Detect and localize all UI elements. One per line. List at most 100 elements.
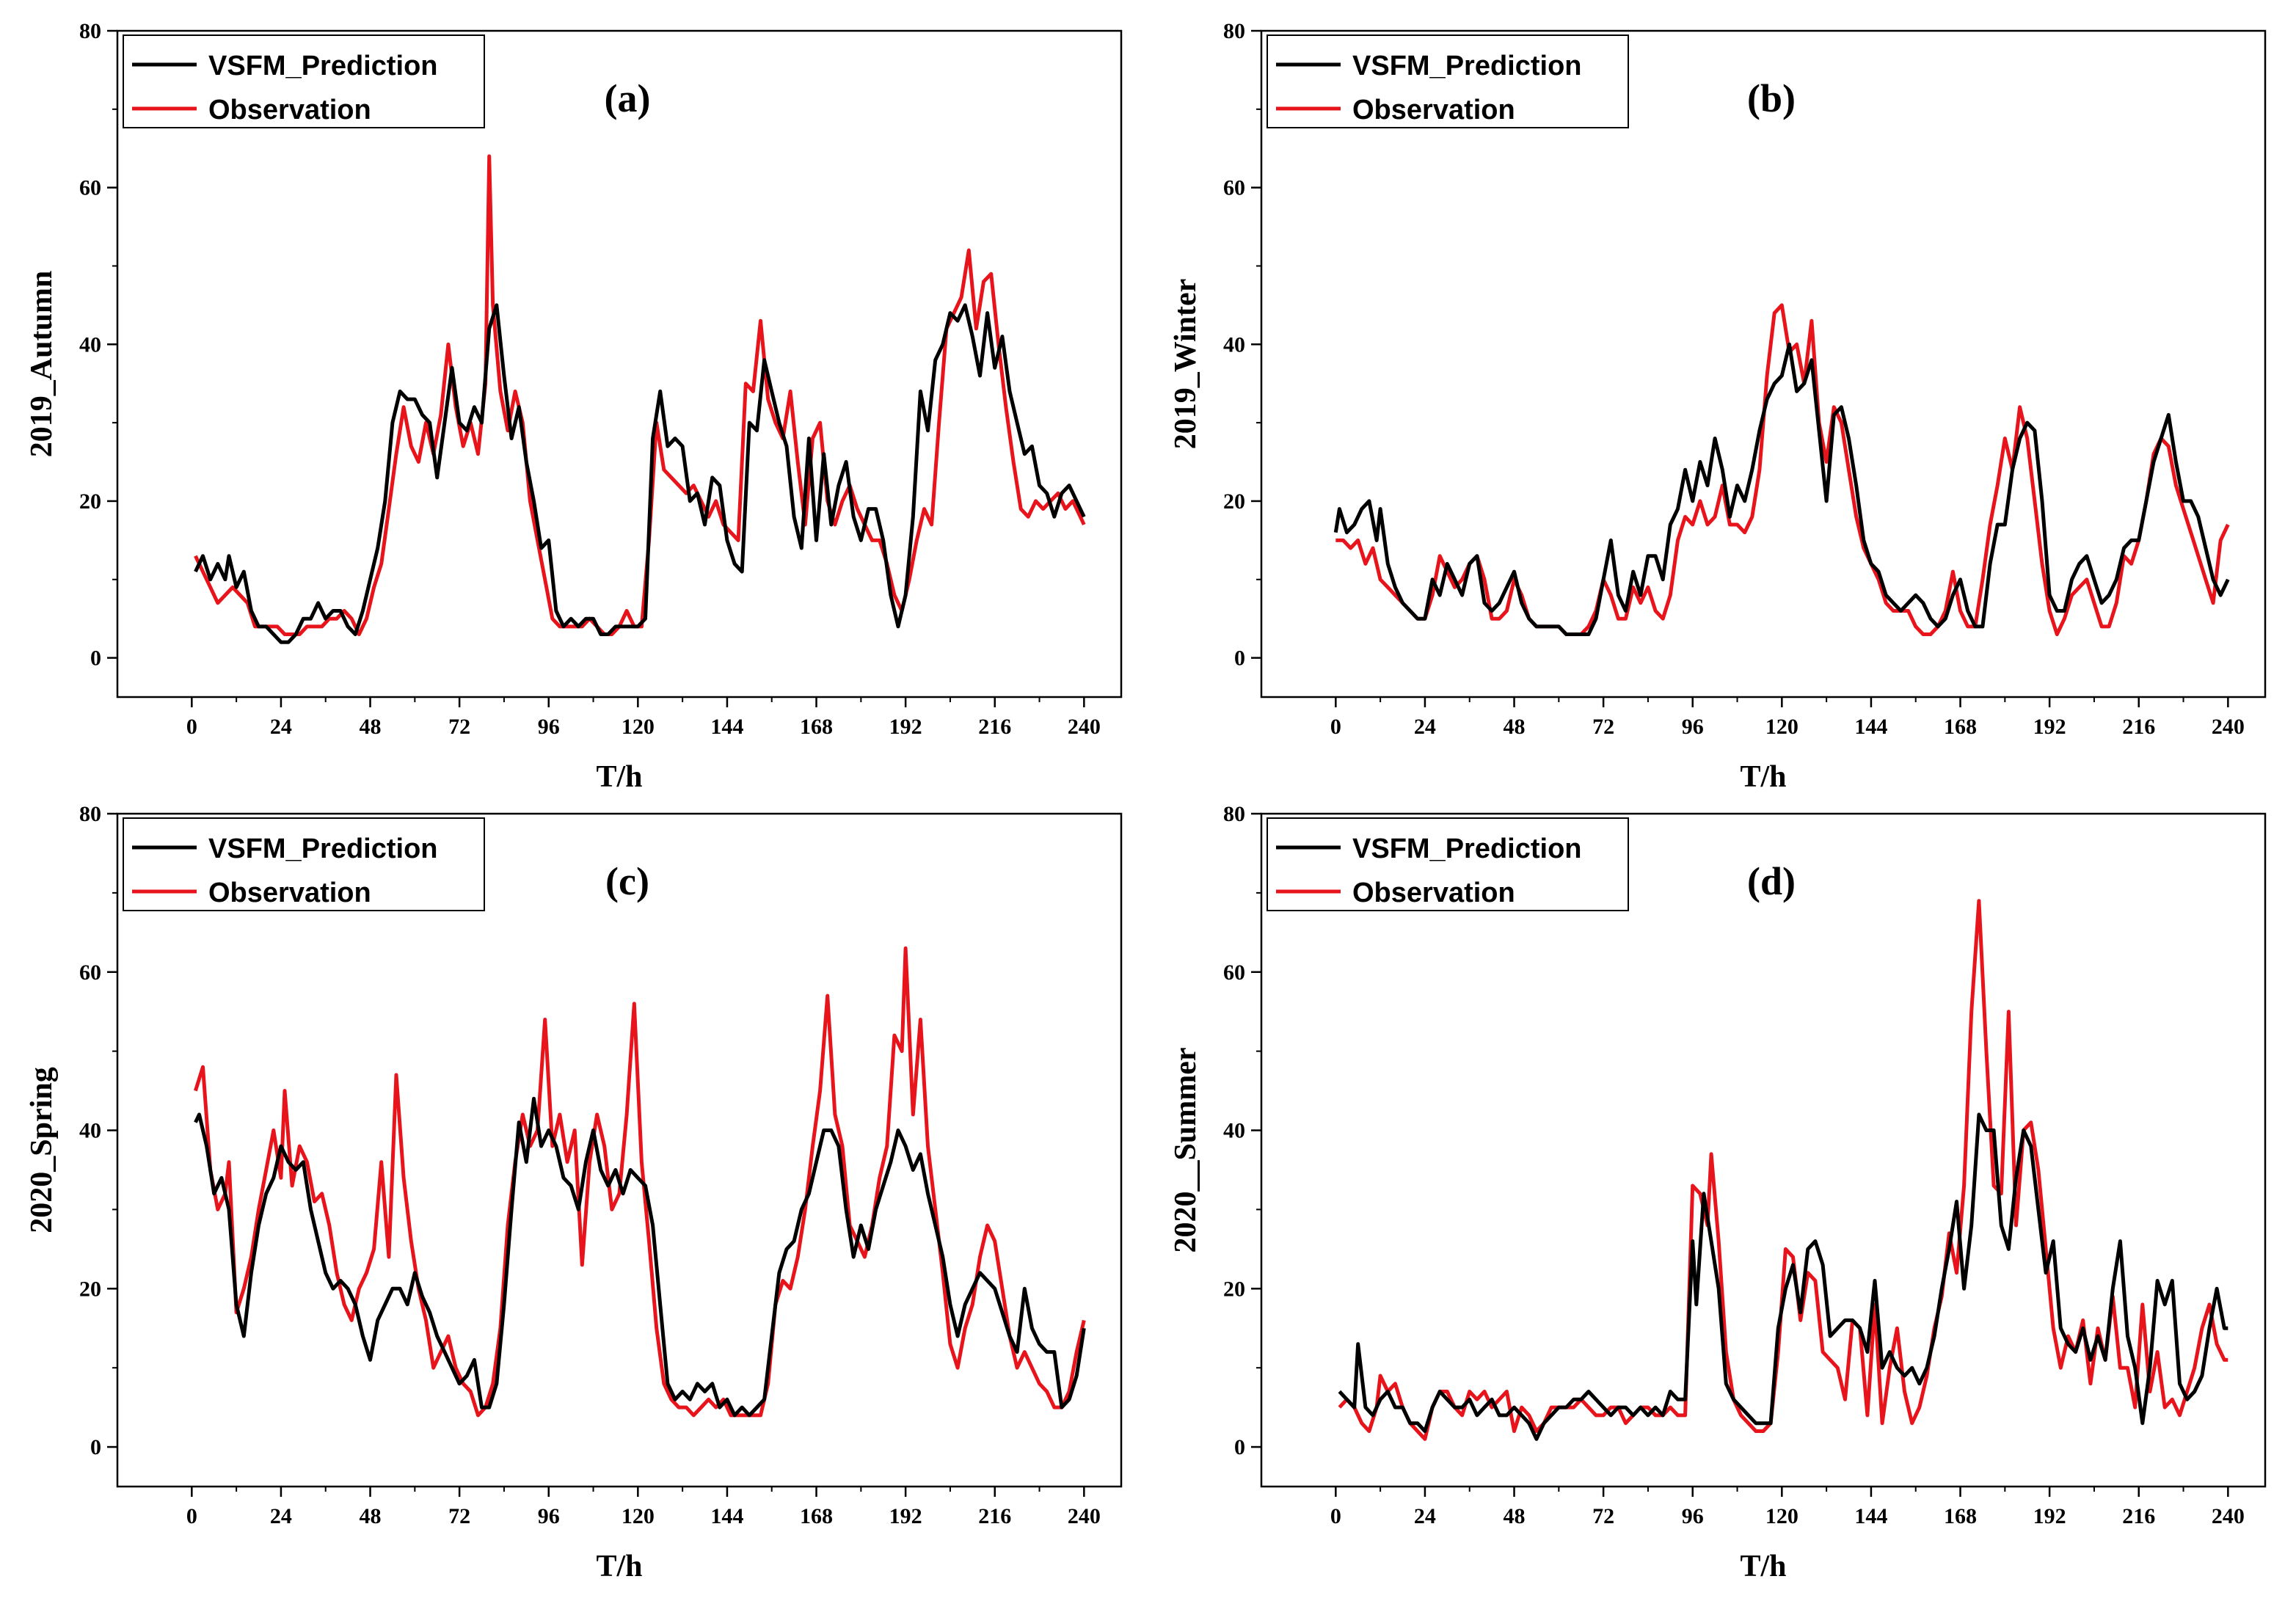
x-tick-label: 168 xyxy=(1944,715,1977,739)
panel-label: (b) xyxy=(1747,76,1796,120)
x-tick-label: 192 xyxy=(889,1504,922,1528)
x-tick-label: 96 xyxy=(538,1504,560,1528)
x-tick-label: 48 xyxy=(1504,1504,1526,1528)
x-axis-title: T/h xyxy=(1740,1550,1786,1583)
chart-panel-b: 0 24 48 72 96 120 144 168 192 216 240 0 20 40 60 80 T/h 2… xyxy=(1169,19,2267,794)
y-tick-label: 60 xyxy=(1223,960,1245,985)
legend-label: Observation xyxy=(208,878,371,908)
x-tick-label: 144 xyxy=(710,1504,743,1528)
chart-panel-c: 0 24 48 72 96 120 144 168 192 216 240 0 20 40 60 80 T/h 2… xyxy=(25,802,1123,1583)
x-tick-label: 240 xyxy=(2212,1504,2245,1528)
legend-label: Observation xyxy=(1352,95,1515,125)
x-tick-label: 96 xyxy=(1682,715,1704,739)
x-tick-label: 216 xyxy=(2122,715,2155,739)
y-tick-label: 40 xyxy=(1223,1119,1245,1143)
y-tick-label: 0 xyxy=(90,1435,101,1459)
x-tick-label: 96 xyxy=(1682,1504,1704,1528)
y-axis-title: 2019_Autumn xyxy=(25,271,59,457)
x-tick-label: 168 xyxy=(800,715,833,739)
panel-label: (c) xyxy=(605,859,649,903)
x-tick-label: 144 xyxy=(1854,1504,1887,1528)
y-tick-label: 20 xyxy=(79,1277,101,1301)
legend-box xyxy=(123,817,485,911)
x-tick-label: 192 xyxy=(2033,1504,2066,1528)
y-tick-label: 60 xyxy=(79,176,101,200)
x-tick-label: 48 xyxy=(360,1504,382,1528)
plot-frame xyxy=(116,812,1123,1488)
x-tick-label: 24 xyxy=(270,1504,292,1528)
y-tick-label: 80 xyxy=(1223,802,1245,826)
x-tick-label: 120 xyxy=(1765,715,1798,739)
x-tick-label: 72 xyxy=(1592,1504,1614,1528)
legend: VSFM_Prediction Observation xyxy=(123,34,485,128)
legend-box xyxy=(123,34,485,128)
series-line-prediction xyxy=(1338,1112,2228,1441)
y-tick-label: 80 xyxy=(79,802,101,826)
legend-label: VSFM_Prediction xyxy=(208,834,438,864)
legend-box xyxy=(1267,34,1629,128)
legend-label: Observation xyxy=(1352,878,1515,908)
x-tick-label: 240 xyxy=(1068,1504,1101,1528)
y-tick-label: 80 xyxy=(1223,19,1245,43)
series-line-prediction xyxy=(1333,342,2230,636)
x-tick-label: 24 xyxy=(1414,715,1436,739)
x-tick-label: 216 xyxy=(2122,1504,2155,1528)
plot-frame xyxy=(1260,29,2267,699)
plot-frame xyxy=(116,29,1123,699)
legend: VSFM_Prediction Observation xyxy=(1267,817,1629,911)
x-tick-label: 216 xyxy=(978,715,1011,739)
legend: VSFM_Prediction Observation xyxy=(1267,34,1629,128)
y-axis-title: 2020__Summer xyxy=(1169,1048,1203,1253)
x-tick-label: 24 xyxy=(270,715,292,739)
y-tick-label: 40 xyxy=(79,332,101,357)
x-tick-label: 120 xyxy=(622,1504,655,1528)
legend-label: Observation xyxy=(208,95,371,125)
x-tick-label: 72 xyxy=(448,715,470,739)
x-tick-label: 0 xyxy=(186,715,197,739)
series-line-observation xyxy=(194,154,1086,636)
x-tick-label: 120 xyxy=(1765,1504,1798,1528)
x-axis-title: T/h xyxy=(1740,760,1786,794)
y-tick-label: 20 xyxy=(1223,1277,1245,1301)
panel-label: (a) xyxy=(605,76,651,120)
chart-panel-a: 0 24 48 72 96 120 144 168 192 216 240 0 20 40 60 80 T/h 2… xyxy=(25,19,1123,794)
x-tick-label: 72 xyxy=(448,1504,470,1528)
series-line-observation xyxy=(1335,303,2230,636)
x-tick-label: 144 xyxy=(1854,715,1887,739)
x-axis-title: T/h xyxy=(596,760,642,794)
legend: VSFM_Prediction Observation xyxy=(123,817,485,911)
y-tick-label: 20 xyxy=(1223,489,1245,514)
x-tick-label: 168 xyxy=(1944,1504,1977,1528)
panel-label: (d) xyxy=(1747,859,1796,903)
chart-panel-d: 0 24 48 72 96 120 144 168 192 216 240 0 20 40 60 80 T/h 2… xyxy=(1169,802,2267,1583)
x-tick-label: 72 xyxy=(1592,715,1614,739)
x-tick-label: 0 xyxy=(1330,715,1341,739)
x-tick-label: 144 xyxy=(710,715,743,739)
x-tick-label: 96 xyxy=(538,715,560,739)
x-tick-label: 120 xyxy=(622,715,655,739)
y-tick-label: 40 xyxy=(1223,332,1245,357)
x-tick-label: 24 xyxy=(1414,1504,1436,1528)
legend-label: VSFM_Prediction xyxy=(1352,834,1582,864)
y-tick-label: 80 xyxy=(79,19,101,43)
y-axis-title: 2019_Winter xyxy=(1169,279,1203,450)
x-tick-label: 168 xyxy=(800,1504,833,1528)
x-tick-label: 0 xyxy=(1330,1504,1341,1528)
x-tick-label: 192 xyxy=(889,715,922,739)
y-tick-label: 20 xyxy=(79,489,101,514)
series-line-prediction xyxy=(194,303,1086,644)
x-tick-label: 48 xyxy=(360,715,382,739)
y-tick-label: 40 xyxy=(79,1119,101,1143)
legend-label: VSFM_Prediction xyxy=(208,51,438,81)
x-tick-label: 192 xyxy=(2033,715,2066,739)
y-tick-label: 0 xyxy=(1234,1435,1245,1459)
y-tick-label: 60 xyxy=(1223,176,1245,200)
y-tick-label: 60 xyxy=(79,960,101,985)
x-tick-label: 240 xyxy=(1068,715,1101,739)
x-tick-label: 216 xyxy=(978,1504,1011,1528)
y-axis-title: 2020_Spring xyxy=(25,1067,59,1233)
y-tick-label: 0 xyxy=(90,646,101,671)
x-axis-title: T/h xyxy=(596,1550,642,1583)
x-tick-label: 240 xyxy=(2212,715,2245,739)
